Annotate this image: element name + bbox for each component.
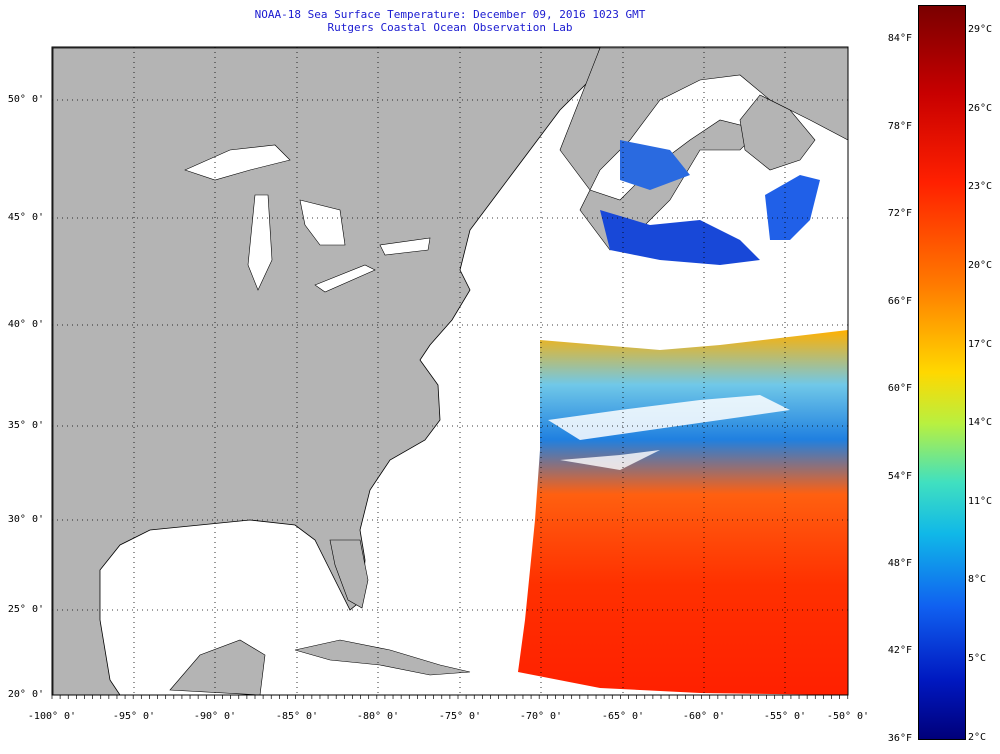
longitude-label: -55° 0' xyxy=(763,711,807,722)
latitude-label: 35° 0' xyxy=(7,420,44,431)
temperature-colorbar xyxy=(918,5,966,740)
fahrenheit-label: 48°F xyxy=(887,558,912,569)
lake-michigan xyxy=(247,194,273,291)
north-america-land xyxy=(52,47,601,696)
lake-superior xyxy=(184,144,291,181)
latitude-label: 50° 0' xyxy=(7,94,44,105)
cuba-land xyxy=(294,639,471,676)
fahrenheit-label: 84°F xyxy=(887,33,912,44)
celsius-label: 8°C xyxy=(968,574,987,585)
celsius-label: 29°C xyxy=(968,24,993,35)
sst-cold-patch-gulf xyxy=(620,140,690,190)
longitude-label: -85° 0' xyxy=(275,711,319,722)
latitude-label: 45° 0' xyxy=(7,212,44,223)
newfoundland-land xyxy=(739,94,816,171)
longitude-label: -80° 0' xyxy=(356,711,400,722)
map-subtitle: Rutgers Coastal Ocean Observation Lab xyxy=(327,21,573,34)
fahrenheit-label: 54°F xyxy=(887,471,912,482)
longitude-label: -70° 0' xyxy=(519,711,563,722)
celsius-label: 17°C xyxy=(968,339,993,350)
longitude-label: -95° 0' xyxy=(112,711,156,722)
longitude-label: -75° 0' xyxy=(438,711,482,722)
fahrenheit-label: 60°F xyxy=(887,383,912,394)
sst-swath xyxy=(518,330,848,695)
celsius-label: 20°C xyxy=(968,260,993,271)
fahrenheit-label: 78°F xyxy=(887,121,912,132)
sst-cold-patch-north xyxy=(600,210,760,265)
latitude-label: 20° 0' xyxy=(7,689,44,700)
celsius-label: 23°C xyxy=(968,181,993,192)
celsius-label: 5°C xyxy=(968,653,987,664)
cloud-streak xyxy=(548,395,790,440)
fahrenheit-label: 42°F xyxy=(887,645,912,656)
florida-coast xyxy=(329,539,369,609)
lake-huron xyxy=(299,199,346,246)
latitude-label: 30° 0' xyxy=(7,514,44,525)
lake-ontario xyxy=(379,237,431,256)
longitude-label: -90° 0' xyxy=(193,711,237,722)
yucatan-land xyxy=(169,639,266,696)
longitude-label: -65° 0' xyxy=(601,711,645,722)
longitude-label: -60° 0' xyxy=(682,711,726,722)
latitude-label: 40° 0' xyxy=(7,319,44,330)
sst-cold-patch-ns xyxy=(765,175,820,240)
fahrenheit-label: 66°F xyxy=(887,296,912,307)
longitude-label: -50° 0' xyxy=(826,711,870,722)
celsius-label: 26°C xyxy=(968,103,993,114)
fahrenheit-label: 72°F xyxy=(887,208,912,219)
map-title: NOAA-18 Sea Surface Temperature: Decembe… xyxy=(254,8,646,21)
celsius-label: 14°C xyxy=(968,417,993,428)
longitude-label: -100° 0' xyxy=(27,711,77,722)
graticule xyxy=(52,47,848,695)
celsius-label: 11°C xyxy=(968,496,993,507)
celsius-label: 2°C xyxy=(968,732,987,743)
latitude-label: 25° 0' xyxy=(7,604,44,615)
cloud-streak xyxy=(560,450,660,470)
fahrenheit-label: 36°F xyxy=(887,733,912,744)
lake-erie xyxy=(314,264,376,293)
